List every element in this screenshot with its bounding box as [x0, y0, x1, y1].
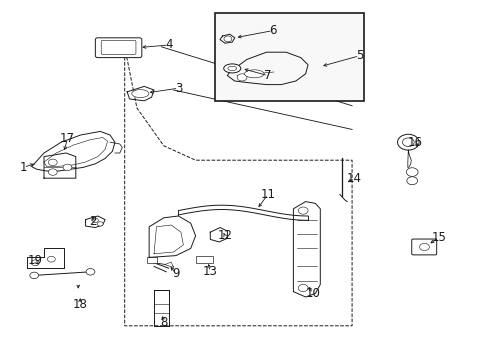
Circle shape	[402, 138, 413, 147]
Text: 12: 12	[217, 229, 232, 242]
Circle shape	[31, 260, 39, 266]
Text: 13: 13	[203, 265, 217, 278]
Text: 11: 11	[260, 188, 275, 201]
Text: 7: 7	[264, 69, 271, 82]
Circle shape	[397, 134, 418, 150]
Circle shape	[406, 168, 417, 176]
Circle shape	[237, 74, 246, 81]
Bar	[195, 256, 212, 263]
Text: 8: 8	[160, 316, 167, 329]
Ellipse shape	[131, 90, 148, 98]
Bar	[146, 257, 157, 263]
Circle shape	[86, 269, 95, 275]
Circle shape	[63, 164, 72, 171]
Text: 1: 1	[20, 161, 27, 174]
Text: 5: 5	[355, 49, 363, 62]
Ellipse shape	[244, 70, 264, 78]
FancyBboxPatch shape	[101, 40, 136, 54]
Circle shape	[224, 36, 231, 42]
Circle shape	[97, 222, 103, 226]
Circle shape	[30, 272, 39, 279]
Text: 19: 19	[28, 255, 42, 267]
FancyBboxPatch shape	[411, 239, 436, 255]
Ellipse shape	[223, 64, 240, 73]
Text: 9: 9	[172, 267, 180, 280]
Text: 14: 14	[346, 172, 361, 185]
Circle shape	[419, 243, 428, 251]
FancyBboxPatch shape	[95, 38, 142, 58]
Circle shape	[48, 159, 57, 166]
Text: 18: 18	[72, 298, 87, 311]
Circle shape	[298, 207, 307, 214]
Circle shape	[47, 256, 55, 262]
Text: 17: 17	[60, 132, 75, 145]
Circle shape	[406, 177, 417, 185]
Text: 4: 4	[164, 39, 172, 51]
Circle shape	[48, 169, 57, 175]
Bar	[215, 13, 364, 101]
Polygon shape	[164, 262, 173, 267]
Circle shape	[92, 218, 98, 222]
Text: 15: 15	[431, 231, 446, 244]
Text: 3: 3	[174, 82, 182, 95]
Text: 10: 10	[305, 287, 320, 300]
Text: 6: 6	[268, 24, 276, 37]
Ellipse shape	[227, 66, 236, 71]
Text: 16: 16	[407, 136, 422, 149]
Text: 2: 2	[89, 215, 97, 228]
Circle shape	[298, 284, 307, 292]
